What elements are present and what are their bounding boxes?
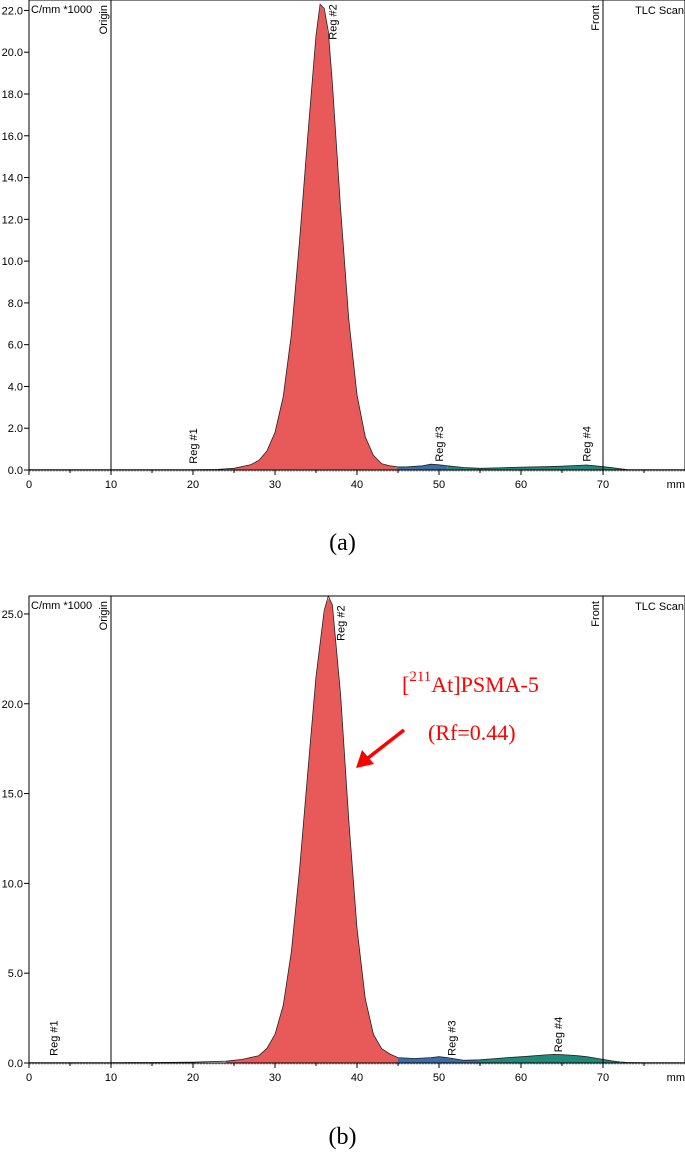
region-fill-2 — [225, 4, 398, 470]
corner-label-bg — [629, 597, 684, 613]
y-tick-label: 25.0 — [2, 609, 23, 621]
corner-label: TLC Scan — [635, 5, 684, 17]
chart-b: Origin Front C/mm *1000 TLC Scan Reg #1 Reg #… — [2, 594, 685, 1084]
region-label-1: Reg #1 — [188, 428, 200, 463]
y-tick-label: 10.0 — [2, 256, 23, 268]
x-tick-label: 40 — [351, 479, 363, 491]
caption-a: (a) — [329, 530, 356, 556]
x-tick-label: 0 — [26, 479, 32, 491]
y-tick-label: 18.0 — [2, 89, 23, 101]
y-tick-label: 4.0 — [8, 381, 23, 393]
region-label-4: Reg #4 — [582, 426, 594, 461]
y-tick-label: 0.0 — [8, 1058, 23, 1070]
annotation-arrow-head — [356, 750, 374, 768]
annotation-name: At]PSMA-5 — [431, 672, 539, 697]
chart-a: Origin Front C/mm *1000 TLC Scan Reg #1 Reg #… — [2, 0, 685, 491]
y-tick-label: 16.0 — [2, 131, 23, 143]
x-axis-unit: mm — [667, 479, 685, 491]
unit-label: C/mm *1000 — [31, 600, 92, 612]
region-label-1: Reg #1 — [49, 1020, 61, 1055]
annotation-compound: [211At]PSMA-5 — [402, 669, 539, 697]
annotation-bracket: [ — [402, 672, 409, 697]
unit-label: C/mm *1000 — [31, 4, 92, 16]
region-label-4: Reg #4 — [553, 1017, 565, 1052]
marker-label-origin: Origin — [98, 5, 110, 34]
y-tick-label: 20.0 — [2, 47, 23, 59]
region-label-3: Reg #3 — [446, 1020, 458, 1055]
x-axis-unit: mm — [667, 1072, 685, 1084]
data-curve — [29, 594, 685, 1063]
y-tick-label: 10.0 — [2, 878, 23, 890]
x-tick-label: 20 — [187, 479, 199, 491]
x-tick-label: 60 — [515, 479, 527, 491]
caption-b: (b) — [328, 1124, 357, 1150]
y-tick-label: 14.0 — [2, 173, 23, 185]
corner-label: TLC Scan — [635, 601, 684, 613]
annotation-arrow-shaft — [366, 728, 406, 760]
x-tick-label: 10 — [105, 479, 117, 491]
y-tick-label: 12.0 — [2, 214, 23, 226]
corner-label-bg — [629, 1, 684, 17]
x-tick-label: 70 — [597, 479, 609, 491]
y-tick-label: 8.0 — [8, 298, 23, 310]
marker-label-origin: Origin — [98, 601, 110, 630]
marker-label-front: Front — [590, 601, 602, 627]
x-tick-label: 50 — [433, 1072, 445, 1084]
data-curve — [29, 3, 685, 470]
y-tick-label: 5.0 — [8, 968, 23, 980]
y-tick-label: 15.0 — [2, 789, 23, 801]
region-fill-2 — [225, 597, 398, 1063]
region-fill-3 — [398, 464, 448, 470]
x-tick-label: 10 — [105, 1072, 117, 1084]
x-tick-label: 40 — [351, 1072, 363, 1084]
x-tick-label: 30 — [269, 1072, 281, 1084]
x-tick-label: 50 — [433, 479, 445, 491]
y-tick-label: 20.0 — [2, 699, 23, 711]
y-tick-label: 6.0 — [8, 340, 23, 352]
region-label-2: Reg #2 — [327, 4, 339, 39]
region-fill-4 — [447, 465, 628, 470]
y-tick-label: 22.0 — [2, 5, 23, 17]
x-tick-label: 20 — [187, 1072, 199, 1084]
region-label-3: Reg #3 — [434, 426, 446, 461]
x-tick-label: 70 — [597, 1072, 609, 1084]
x-tick-label: 30 — [269, 479, 281, 491]
chart-panel-b: Origin Front C/mm *1000 TLC Scan Reg #1 Reg #… — [0, 580, 685, 1100]
chart-panel-a: Origin Front C/mm *1000 TLC Scan Reg #1 Reg #… — [0, 0, 685, 510]
y-tick-label: 2.0 — [8, 423, 23, 435]
y-tick-label: 0.0 — [8, 465, 23, 477]
marker-label-front: Front — [590, 5, 602, 31]
annotation-rf: (Rf=0.44) — [428, 720, 516, 745]
region-label-2: Reg #2 — [336, 605, 348, 640]
region-fill-3 — [398, 1056, 480, 1063]
x-tick-label: 60 — [515, 1072, 527, 1084]
annotation-isotope: 211 — [409, 669, 431, 685]
x-tick-label: 0 — [26, 1072, 32, 1084]
